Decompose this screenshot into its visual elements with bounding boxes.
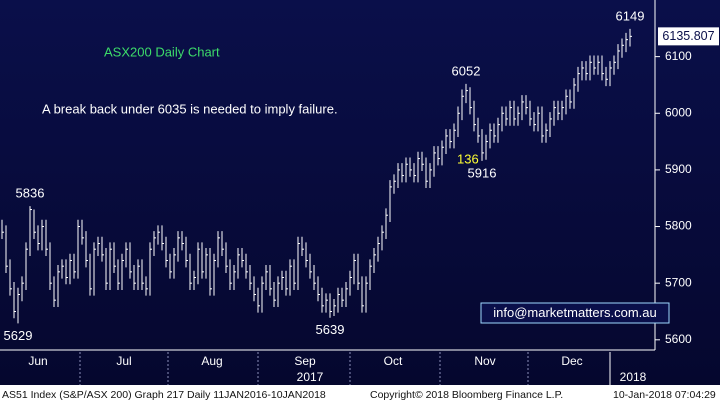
annotation: A break back under 6035 is needed to imp… <box>42 101 338 116</box>
footer-text: 10-Jan-2018 07:04:29 <box>613 389 716 401</box>
footer-text: AS51 Index (S&P/ASX 200) Graph 217 Daily… <box>2 389 326 401</box>
last-price-box <box>658 27 719 46</box>
x-tick-label: Jul <box>116 354 131 368</box>
chart-title: ASX200 Daily Chart <box>104 44 220 59</box>
footer-text: Copyright© 2018 Bloomberg Finance L.P. <box>370 389 563 401</box>
point-label: 5639 <box>316 322 345 337</box>
x-tick-label: Sep <box>294 354 316 368</box>
point-label: 6149 <box>616 8 645 23</box>
year-label: 2018 <box>620 370 647 384</box>
point-label: 6052 <box>452 63 481 78</box>
y-tick-label: 6100 <box>665 49 692 63</box>
y-tick-label: 6000 <box>665 105 692 119</box>
year-label: 2017 <box>297 370 324 384</box>
y-tick-label: 5900 <box>665 162 692 176</box>
y-tick-label: 5600 <box>665 332 692 346</box>
y-tick-label: 5700 <box>665 275 692 289</box>
point-label: 5916 <box>468 165 497 180</box>
x-tick-label: Nov <box>474 354 495 368</box>
x-tick-label: Dec <box>561 354 582 368</box>
last-price: 6135.807 <box>662 29 714 43</box>
contact: info@marketmatters.com.au <box>493 305 656 320</box>
footer-bar <box>0 385 720 403</box>
x-tick-label: Oct <box>384 354 403 368</box>
contact-box <box>480 302 670 324</box>
x-tick-label: Jun <box>28 354 47 368</box>
x-tick-label: Aug <box>201 354 222 368</box>
annotation: 136 <box>457 151 479 166</box>
y-tick-label: 5800 <box>665 219 692 233</box>
month-separators <box>79 352 529 385</box>
point-label: 5836 <box>16 186 45 201</box>
point-label: 5629 <box>4 328 33 343</box>
